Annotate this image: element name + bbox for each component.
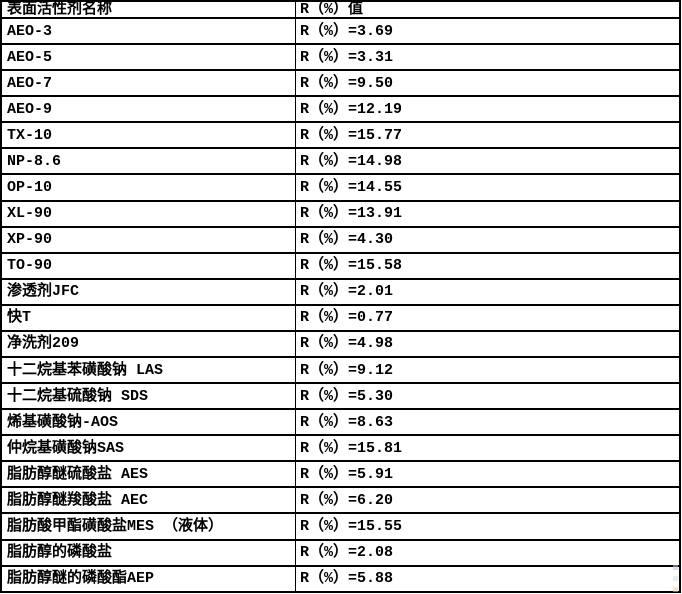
surfactant-name-cell: 脂肪醇醚硫酸盐 AES [1, 461, 296, 489]
table-row: AEO-5 R（%）=3.31 [1, 44, 680, 72]
table-row: TO-90 R（%）=15.58 [1, 252, 680, 280]
surfactant-name-cell: 脂肪醇醚的磷酸酯AEP [1, 565, 296, 594]
table-row: 渗透剂JFC R（%）=2.01 [1, 278, 680, 306]
table-row: TX-10 R（%）=15.77 [1, 122, 680, 150]
surfactant-name-cell: AEO-3 [1, 18, 296, 46]
r-value-cell: R（%）=13.91 [295, 200, 680, 228]
r-value-cell: R（%）=9.50 [295, 70, 680, 98]
r-value-cell: R（%）=2.01 [295, 278, 680, 306]
table-row: 快T R（%）=0.77 [1, 304, 680, 332]
surfactant-name-cell: 脂肪醇的磷酸盐 [1, 539, 296, 567]
table-row: 十二烷基苯磺酸钠 LAS R（%）=9.12 [1, 357, 680, 385]
table-body: AEO-3 R（%）=3.69 AEO-5 R（%）=3.31 AEO-7 R（%）=9.… [1, 18, 680, 594]
surfactant-name-cell: 脂肪醇醚羧酸盐 AEC [1, 487, 296, 515]
table-row: 仲烷基磺酸钠SAS R（%）=15.81 [1, 435, 680, 463]
r-value-cell: R（%）=15.81 [295, 435, 680, 463]
r-value-cell: R（%）=4.30 [295, 226, 680, 254]
table-row: 脂肪醇醚的磷酸酯AEP R（%）=5.88 [1, 565, 680, 594]
r-value-cell: R（%）=6.20 [295, 487, 680, 515]
surfactant-name-cell: OP-10 [1, 174, 296, 202]
surfactant-name-cell: NP-8.6 [1, 148, 296, 176]
surfactant-name-cell: 渗透剂JFC [1, 278, 296, 306]
r-value-cell: R（%）=5.30 [295, 383, 680, 411]
table-row: 十二烷基硫酸钠 SDS R（%）=5.30 [1, 383, 680, 411]
table-row: 脂肪醇醚羧酸盐 AEC R（%）=6.20 [1, 487, 680, 515]
r-value-cell: R（%）=9.12 [295, 357, 680, 385]
r-value-cell: R（%）=8.63 [295, 409, 680, 437]
r-value-cell: R（%）=14.55 [295, 174, 680, 202]
r-value-cell: R（%）=14.98 [295, 148, 680, 176]
r-value-cell: R（%）=5.88 [295, 565, 680, 594]
table-row: XL-90 R（%）=13.91 [1, 200, 680, 228]
surfactant-name-cell: 净洗剂209 [1, 330, 296, 359]
r-value-cell: R（%）=0.77 [295, 304, 680, 332]
surfactant-name-cell: 十二烷基硫酸钠 SDS [1, 383, 296, 411]
table-row: XP-90 R（%）=4.30 [1, 226, 680, 254]
table-header: 表面活性剂名称 R（%）值 [1, 1, 680, 19]
surfactant-name-cell: AEO-5 [1, 44, 296, 72]
table-row: 脂肪醇的磷酸盐 R（%）=2.08 [1, 539, 680, 567]
r-value-cell: R（%）=3.31 [295, 44, 680, 72]
surfactant-name-cell: AEO-7 [1, 70, 296, 98]
r-value-cell: R（%）=3.69 [295, 18, 680, 46]
surfactant-name-cell: 烯基磺酸钠-AOS [1, 409, 296, 437]
table-row: OP-10 R（%）=14.55 [1, 174, 680, 202]
table-row: AEO-7 R（%）=9.50 [1, 70, 680, 98]
table-row: 烯基磺酸钠-AOS R（%）=8.63 [1, 409, 680, 437]
r-value-cell: R（%）=15.58 [295, 252, 680, 280]
table-row: AEO-3 R（%）=3.69 [1, 18, 680, 46]
surfactant-name-cell: 脂肪酸甲酯磺酸盐MES （液体） [1, 513, 296, 541]
surfactant-name-cell: 仲烷基磺酸钠SAS [1, 435, 296, 463]
header-row: 表面活性剂名称 R（%）值 [1, 1, 680, 19]
header-surfactant-name: 表面活性剂名称 [1, 1, 296, 19]
table-row: AEO-9 R（%）=12.19 [1, 96, 680, 124]
surfactant-name-cell: AEO-9 [1, 96, 296, 124]
table-row: 脂肪酸甲酯磺酸盐MES （液体） R（%）=15.55 [1, 513, 680, 541]
surfactant-name-cell: XP-90 [1, 226, 296, 254]
r-value-cell: R（%）=12.19 [295, 96, 680, 124]
table-row: NP-8.6 R（%）=14.98 [1, 148, 680, 176]
surfactant-name-cell: TO-90 [1, 252, 296, 280]
r-value-cell: R（%）=15.55 [295, 513, 680, 541]
surfactant-name-cell: 快T [1, 304, 296, 332]
table-row: 净洗剂209 R（%）=4.98 [1, 330, 680, 359]
r-value-cell: R（%）=4.98 [295, 330, 680, 359]
surfactant-name-cell: 十二烷基苯磺酸钠 LAS [1, 357, 296, 385]
table-row: 脂肪醇醚硫酸盐 AES R（%）=5.91 [1, 461, 680, 489]
r-value-cell: R（%）=5.91 [295, 461, 680, 489]
header-r-value: R（%）值 [295, 1, 680, 19]
surfactant-name-cell: TX-10 [1, 122, 296, 150]
r-value-cell: R（%）=2.08 [295, 539, 680, 567]
r-value-cell: R（%）=15.77 [295, 122, 680, 150]
surfactant-name-cell: XL-90 [1, 200, 296, 228]
